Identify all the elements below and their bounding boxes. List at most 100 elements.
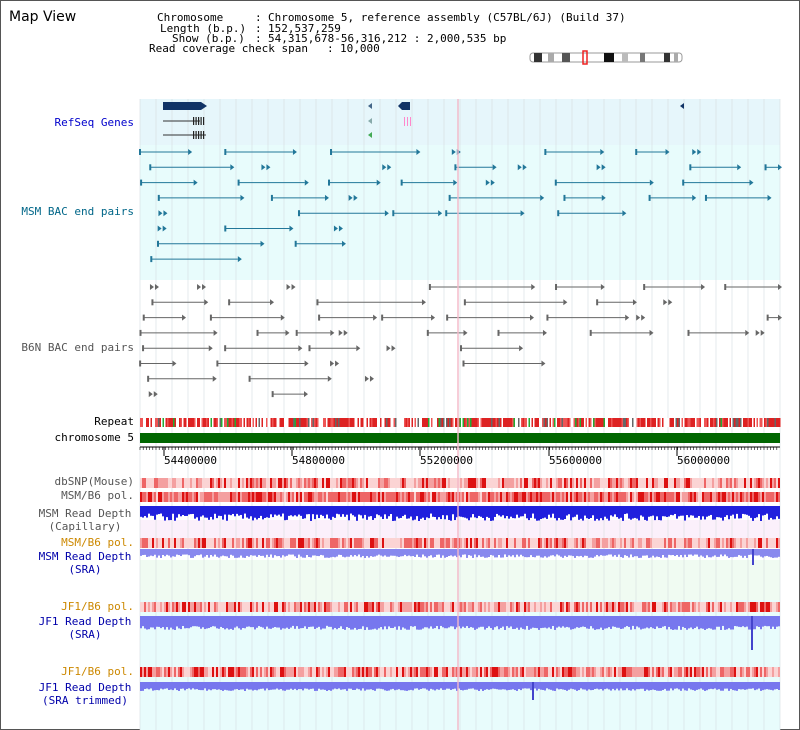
heat-cell	[312, 478, 314, 488]
heat-cell	[640, 478, 642, 488]
heat-cell	[350, 602, 352, 612]
depth-bar	[476, 549, 478, 558]
heat-cell	[352, 492, 354, 502]
depth-bar	[746, 682, 748, 690]
heat-cell	[684, 602, 686, 612]
jf1-depth-trim-label-1[interactable]: JF1 Read Depth	[38, 681, 132, 694]
heat-cell	[700, 602, 702, 612]
depth-bar	[720, 549, 722, 555]
heat-cell	[346, 492, 348, 502]
depth-bar	[322, 506, 324, 516]
dbsnp-label[interactable]: dbSNP(Mouse)	[54, 475, 134, 488]
heat-cell	[282, 478, 284, 488]
depth-bar	[304, 616, 306, 627]
heat-cell	[594, 602, 596, 612]
heat-cell	[382, 667, 384, 677]
depth-bar	[232, 506, 234, 514]
heat-cell	[658, 478, 660, 488]
heat-cell	[212, 538, 214, 548]
depth-bar	[464, 549, 466, 555]
heat-cell	[778, 667, 780, 677]
msm-bac-label[interactable]: MSM BAC end pairs	[21, 205, 134, 218]
heat-cell	[432, 667, 434, 677]
depth-bar	[392, 549, 394, 556]
repeat-segment	[353, 418, 355, 427]
jf1-b6-pol-2-label[interactable]: JF1/B6 pol.	[61, 665, 134, 678]
heat-cell	[718, 602, 720, 612]
depth-bar	[166, 506, 168, 518]
heat-cell	[696, 538, 698, 548]
heat-cell	[438, 478, 440, 488]
heat-cell	[208, 492, 210, 502]
heat-cell	[614, 478, 616, 488]
depth-bar	[170, 549, 172, 558]
repeat-segment	[147, 418, 149, 427]
heat-cell	[570, 538, 572, 548]
heat-cell	[242, 602, 244, 612]
repeat-segment	[626, 418, 628, 427]
heat-cell	[402, 538, 404, 548]
refseq-label[interactable]: RefSeq Genes	[54, 116, 134, 129]
depth-bar	[736, 506, 738, 514]
heat-cell	[712, 492, 714, 502]
repeat-segment	[431, 418, 433, 427]
repeat-segment	[252, 418, 254, 427]
heat-cell	[454, 667, 456, 677]
heat-cell	[356, 492, 358, 502]
heat-cell	[636, 667, 638, 677]
depth-bar	[196, 616, 198, 627]
bac-end-arrow	[596, 164, 601, 171]
heat-cell	[432, 602, 434, 612]
repeat-segment	[467, 418, 469, 427]
bac-end-arrow	[760, 329, 765, 336]
heat-cell	[428, 667, 430, 677]
repeat-segment	[635, 418, 637, 427]
depth-bar	[570, 682, 572, 689]
heat-cell	[408, 602, 410, 612]
repeat-segment	[464, 418, 466, 427]
repeat-segment	[728, 418, 730, 427]
depth-bar	[260, 682, 262, 689]
depth-bar	[230, 616, 232, 629]
depth-bar	[348, 506, 350, 521]
b6n-bac-label[interactable]: B6N BAC end pairs	[21, 341, 134, 354]
depth-bar	[262, 506, 264, 520]
bac-end-arrow	[391, 345, 396, 352]
depth-bar	[756, 682, 758, 690]
depth-bar	[748, 549, 750, 555]
jf1-b6-pol-label[interactable]: JF1/B6 pol.	[61, 600, 134, 613]
heat-cell	[538, 478, 540, 488]
heat-cell	[500, 667, 502, 677]
depth-bar	[584, 549, 586, 556]
heat-cell	[528, 602, 530, 612]
depth-bar	[546, 682, 548, 689]
heat-cell	[200, 478, 202, 488]
heat-cell	[434, 667, 436, 677]
heat-cell	[190, 478, 192, 488]
msm-b6-pol-2-label[interactable]: MSM/B6 pol.	[61, 536, 134, 549]
bac-end-arrow	[338, 225, 343, 232]
depth-bar	[542, 549, 544, 558]
heat-cell	[250, 538, 252, 548]
heat-cell	[608, 602, 610, 612]
msm-depth-capillary-label-1[interactable]: MSM Read Depth	[38, 507, 132, 520]
heat-cell	[368, 478, 370, 488]
heat-cell	[394, 492, 396, 502]
heat-cell	[552, 667, 554, 677]
heat-cell	[380, 478, 382, 488]
heat-cell	[254, 538, 256, 548]
heat-cell	[580, 667, 582, 677]
heat-cell	[294, 602, 296, 612]
msm-depth-sra-label-1[interactable]: MSM Read Depth	[38, 550, 132, 563]
repeat-segment	[620, 418, 622, 427]
heat-cell	[286, 478, 288, 488]
msm-b6-pol-label[interactable]: MSM/B6 pol.	[61, 489, 134, 502]
repeat-segment	[563, 418, 565, 427]
repeat-segment	[774, 418, 776, 427]
jf1-depth-sra-label-1[interactable]: JF1 Read Depth	[38, 615, 132, 628]
heat-cell	[570, 602, 572, 612]
heat-cell	[610, 667, 612, 677]
repeat-segment	[566, 418, 568, 427]
depth-bar	[478, 682, 480, 691]
heat-cell	[722, 492, 724, 502]
